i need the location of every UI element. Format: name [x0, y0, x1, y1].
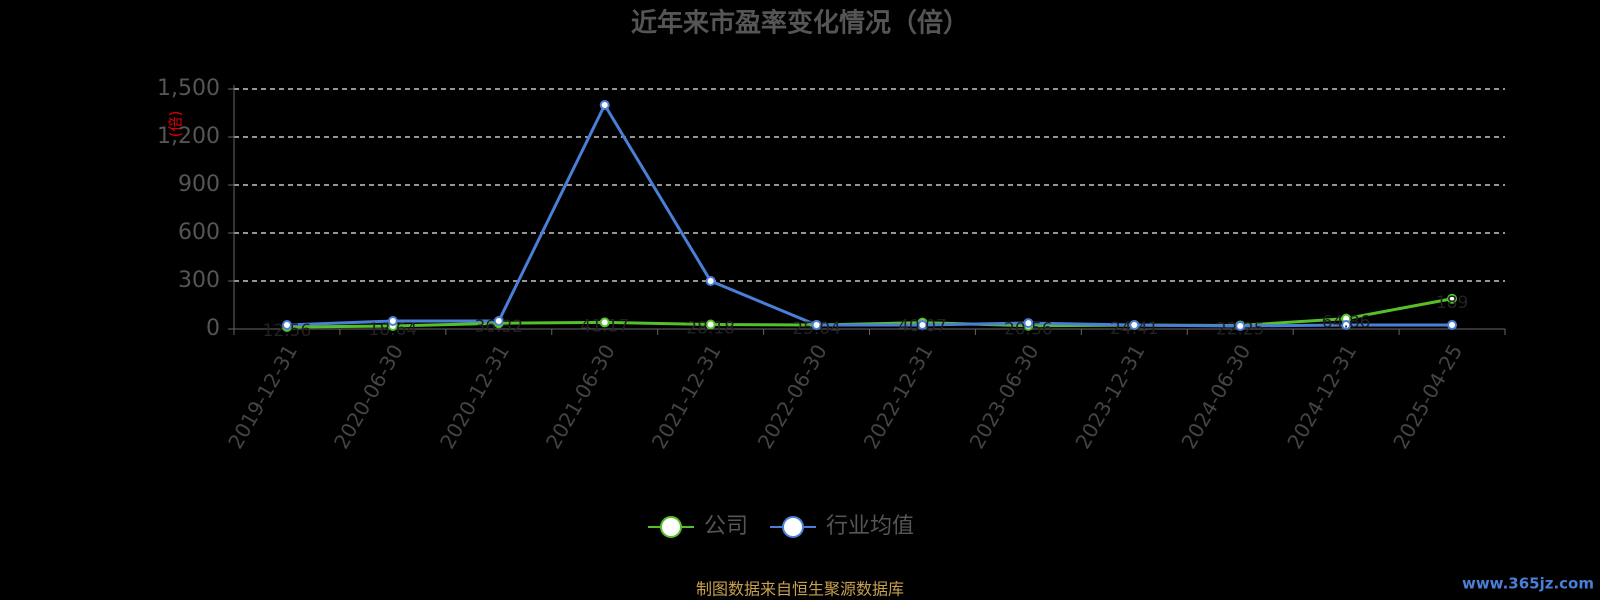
data-point — [705, 276, 716, 286]
data-label: 40.07 — [898, 317, 947, 337]
x-tick-label: 2022-12-31 — [859, 340, 938, 453]
data-point — [1341, 320, 1352, 330]
data-label: 25.04 — [792, 319, 841, 339]
data-point — [599, 100, 610, 110]
x-tick-label: 2022-06-30 — [753, 340, 832, 453]
data-label: 12.56 — [263, 321, 312, 341]
x-tick-label: 2023-12-31 — [1070, 340, 1149, 453]
x-tick-label: 2019-12-31 — [223, 340, 302, 453]
watermark: www.365jz.com — [1462, 575, 1594, 593]
x-tick-label: 2021-12-31 — [647, 340, 726, 453]
data-label: 28.18 — [686, 318, 735, 338]
data-label: 18.64 — [369, 320, 418, 340]
x-tick-label: 2020-06-30 — [329, 340, 408, 453]
source-note: 制图数据来自恒生聚源数据库 — [696, 580, 904, 599]
series-line — [286, 101, 1453, 328]
y-tick-label: 1,500 — [157, 76, 220, 101]
data-label: 36.32 — [474, 317, 523, 337]
y-tick-label: 600 — [178, 220, 220, 245]
data-point — [1023, 318, 1034, 329]
legend-marker — [660, 516, 682, 538]
data-label: 41.17 — [580, 316, 629, 336]
data-point — [811, 320, 822, 330]
x-tick-label: 2024-06-30 — [1176, 340, 1255, 453]
series-line — [286, 297, 1453, 329]
x-tick-label: 2021-06-30 — [541, 340, 620, 453]
chart-title: 近年来市盈率变化情况（倍） — [631, 8, 969, 39]
data-point — [599, 317, 610, 328]
data-label: 24.41 — [1110, 319, 1159, 339]
data-point — [1447, 293, 1458, 304]
x-tick-label: 2020-12-31 — [435, 340, 514, 453]
data-point — [1235, 320, 1246, 331]
x-tick-label: 2025-04-25 — [1388, 340, 1467, 453]
legend-label: 公司 — [704, 514, 748, 539]
data-label: 20.56 — [1004, 320, 1053, 340]
y-tick-label: 300 — [178, 268, 220, 293]
y-tick-label: 0 — [206, 316, 220, 341]
y-tick-label: 900 — [178, 172, 220, 197]
data-point — [917, 320, 928, 330]
x-tick-label: 2023-06-30 — [965, 340, 1044, 453]
legend-label: 行业均值 — [826, 514, 914, 539]
legend-marker — [782, 516, 805, 538]
y-tick-label: 1,200 — [157, 124, 220, 149]
data-point — [705, 319, 716, 330]
data-label: 64.86 — [1322, 313, 1371, 333]
x-tick-label: 2024-12-31 — [1282, 340, 1361, 453]
y-axis-label: (倍) — [167, 111, 185, 138]
data-point — [493, 316, 504, 326]
data-point — [1129, 320, 1140, 330]
data-label: 189 — [1436, 293, 1468, 313]
data-point — [281, 320, 292, 330]
data-point — [387, 316, 398, 326]
data-label: 22.25 — [1216, 319, 1265, 339]
data-point — [1447, 320, 1458, 330]
